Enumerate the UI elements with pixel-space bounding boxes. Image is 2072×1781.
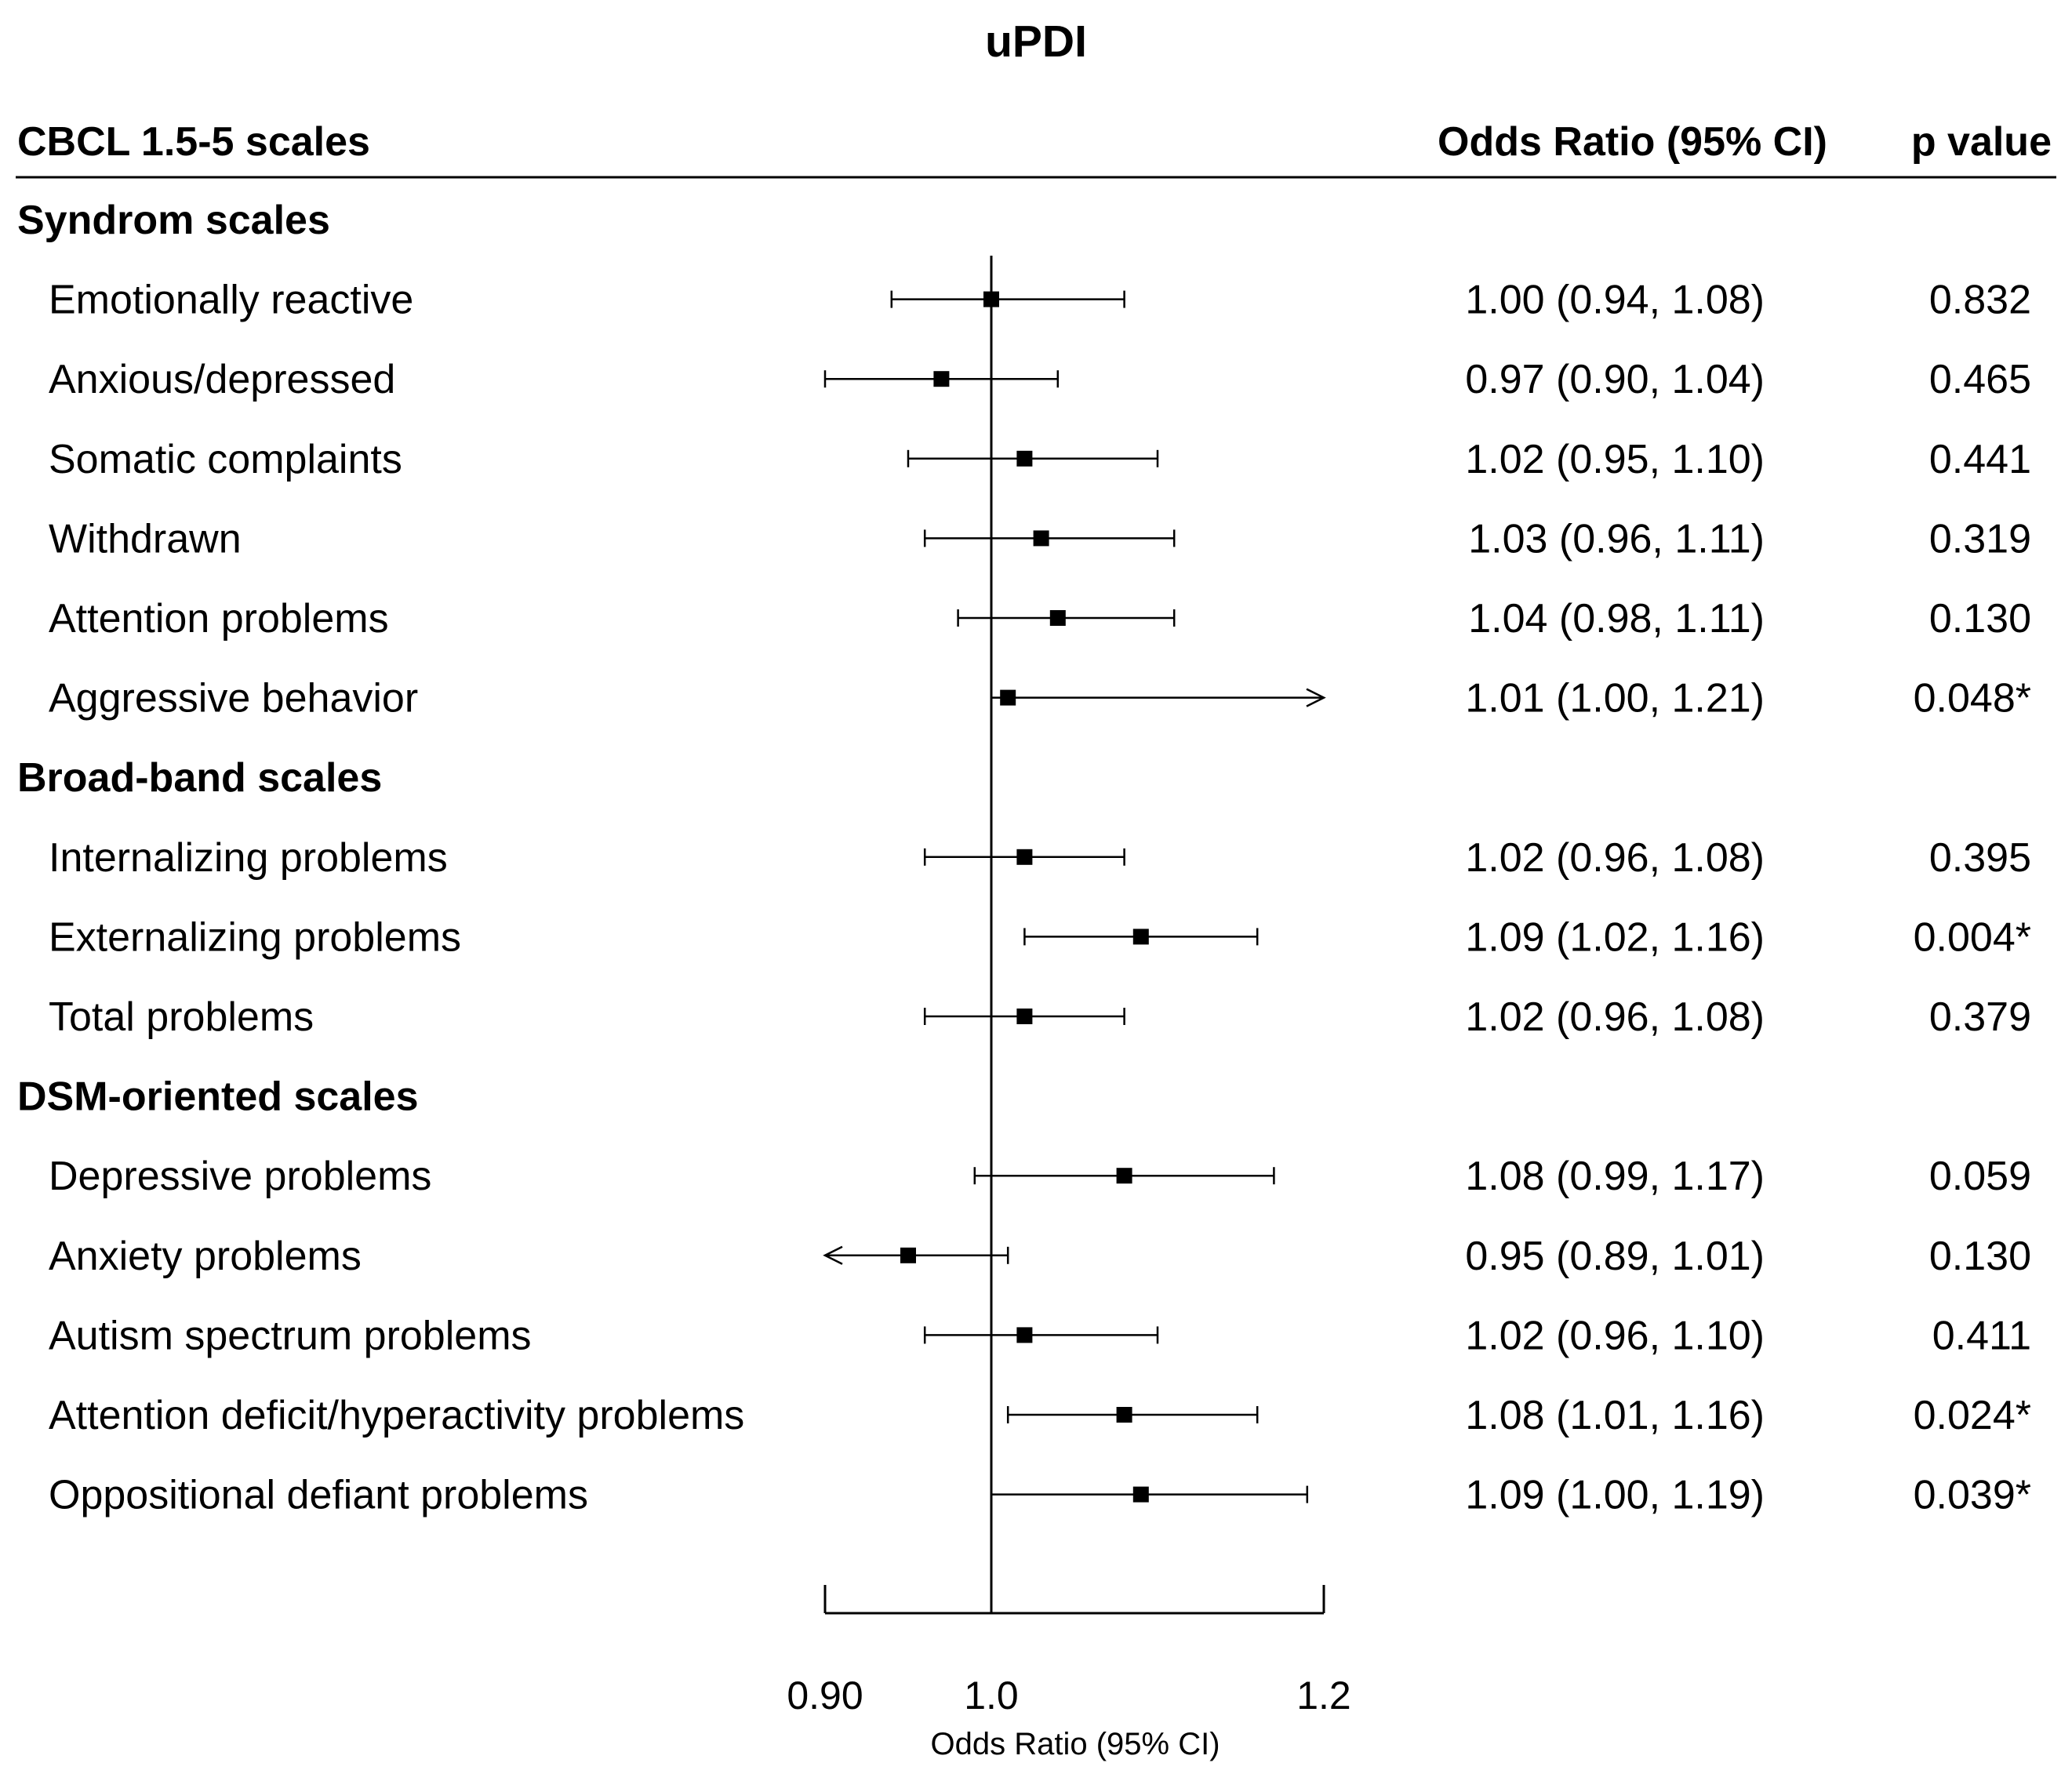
p-value-text: 0.004* — [1914, 914, 2031, 960]
p-value-text: 0.319 — [1929, 516, 2031, 562]
point-estimate-marker — [1049, 610, 1066, 626]
row-label: Anxiety problems — [49, 1234, 362, 1279]
row-label: Total problems — [49, 994, 314, 1040]
chart-title: uPDI — [985, 16, 1087, 67]
p-value-text: 0.395 — [1929, 835, 2031, 881]
odds-ratio-text: 1.01 (1.00, 1.21) — [1465, 676, 1765, 721]
odds-ratio-text: 1.09 (1.02, 1.16) — [1465, 914, 1765, 960]
x-tick-label: 1.2 — [1296, 1674, 1351, 1717]
p-value-text: 0.130 — [1929, 596, 2031, 642]
point-estimate-marker — [1132, 929, 1149, 945]
column-header-p-value: p value — [1911, 119, 2052, 165]
row-label: Aggressive behavior — [49, 676, 418, 721]
p-value-text: 0.441 — [1929, 437, 2031, 482]
row-label: Oppositional defiant problems — [49, 1473, 588, 1518]
odds-ratio-text: 0.97 (0.90, 1.04) — [1465, 357, 1765, 402]
point-estimate-marker — [1033, 530, 1049, 547]
row-label: Attention deficit/hyperactivity problems — [49, 1393, 744, 1438]
x-tick-label: 1.0 — [964, 1674, 1019, 1717]
p-value-text: 0.411 — [1932, 1313, 2031, 1358]
row-label: Depressive problems — [49, 1154, 431, 1199]
point-estimate-marker — [1132, 1486, 1149, 1503]
ci-arrow-left — [823, 1245, 843, 1265]
odds-ratio-text: 1.00 (0.94, 1.08) — [1465, 278, 1765, 323]
odds-ratio-text: 1.04 (0.98, 1.11) — [1468, 596, 1765, 642]
point-estimate-marker — [1116, 1168, 1132, 1184]
point-estimate-marker — [1016, 849, 1033, 865]
p-value-text: 0.048* — [1914, 676, 2031, 721]
p-value-text: 0.379 — [1929, 994, 2031, 1040]
point-estimate-marker — [1116, 1407, 1132, 1423]
point-estimate-marker — [933, 371, 950, 387]
x-axis: 0.90 1.0 1.2 — [787, 1585, 1351, 1717]
section-heading: Syndrom scales — [17, 198, 330, 243]
x-axis-label: Odds Ratio (95% CI) — [930, 1727, 1220, 1761]
point-estimate-marker — [1016, 450, 1033, 467]
p-value-text: 0.024* — [1914, 1393, 2031, 1438]
odds-ratio-text: 1.02 (0.96, 1.08) — [1465, 835, 1765, 881]
p-value-text: 0.465 — [1929, 357, 2031, 402]
odds-ratio-text: 1.02 (0.96, 1.08) — [1465, 994, 1765, 1040]
row-label: Withdrawn — [49, 516, 242, 562]
point-estimate-marker — [1016, 1009, 1033, 1024]
point-estimate-marker — [983, 291, 999, 307]
row-label: Somatic complaints — [49, 437, 402, 482]
odds-ratio-text: 1.02 (0.96, 1.10) — [1465, 1313, 1765, 1358]
column-header-scales: CBCL 1.5-5 scales — [17, 119, 370, 165]
p-value-text: 0.832 — [1929, 278, 2031, 323]
row-label: Attention problems — [49, 596, 389, 642]
odds-ratio-text: 1.09 (1.00, 1.19) — [1465, 1473, 1765, 1518]
row-label: Emotionally reactive — [49, 278, 413, 323]
section-heading: DSM-oriented scales — [17, 1074, 419, 1120]
p-value-text: 0.130 — [1929, 1234, 2031, 1279]
column-header-odds-ratio: Odds Ratio (95% CI) — [1438, 119, 1827, 165]
row-label: Anxious/depressed — [49, 357, 395, 402]
x-tick-label: 0.90 — [787, 1674, 863, 1717]
odds-ratio-text: 1.08 (1.01, 1.16) — [1465, 1393, 1765, 1438]
odds-ratio-text: 1.08 (0.99, 1.17) — [1465, 1154, 1765, 1199]
odds-ratio-text: 1.03 (0.96, 1.11) — [1468, 516, 1765, 562]
row-label: Internalizing problems — [49, 835, 448, 881]
point-estimate-marker — [1000, 689, 1016, 706]
plot-body: Syndrom scales Emotionally reactive 1.00 (… — [17, 198, 2031, 1613]
row-label: Autism spectrum problems — [49, 1313, 532, 1358]
section-heading: Broad-band scales — [17, 755, 382, 801]
odds-ratio-text: 1.02 (0.95, 1.10) — [1465, 437, 1765, 482]
odds-ratio-text: 0.95 (0.89, 1.01) — [1465, 1234, 1765, 1279]
point-estimate-marker — [1016, 1327, 1033, 1343]
row-label: Externalizing problems — [49, 914, 461, 960]
point-estimate-marker — [900, 1247, 916, 1263]
p-value-text: 0.039* — [1914, 1473, 2031, 1518]
ci-arrow-right — [1306, 688, 1326, 707]
p-value-text: 0.059 — [1929, 1154, 2031, 1199]
